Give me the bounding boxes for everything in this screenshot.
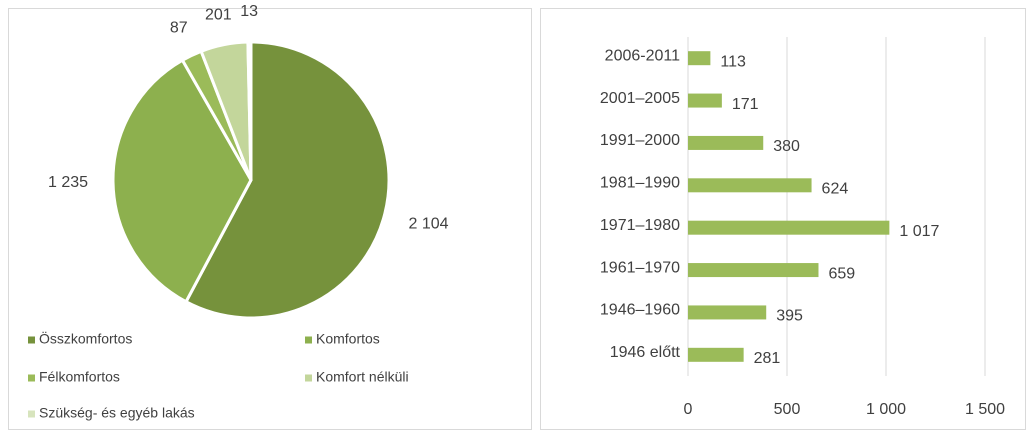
data-label: 624 [822,181,849,198]
data-label: 171 [732,96,759,113]
y-tick-label: 1991–2000 [600,132,680,149]
bar [688,93,722,108]
x-tick-label: 1 500 [965,401,1005,418]
data-label: 113 [720,53,746,70]
x-tick-label: 500 [774,401,801,418]
y-tick-label: 2001–2005 [600,90,680,107]
data-label: 87 [170,20,188,37]
bar [688,178,812,193]
legend-label: Összkomfortos [39,330,132,347]
y-tick-label: 1971–1980 [600,217,680,234]
left-panel [8,8,532,430]
bar [688,305,767,320]
data-label: 201 [205,6,232,23]
y-tick-label: 1961–1970 [600,259,680,276]
data-label: 1 235 [48,174,88,191]
y-tick-label: 1946 előtt [610,344,681,361]
data-label: 1 017 [899,223,939,240]
legend-marker [28,336,35,344]
y-tick-label: 1981–1990 [600,175,680,192]
legend-label: Félkomfortos [39,369,120,385]
legend-label: Szükség- és egyéb lakás [39,405,195,421]
x-tick-label: 1 000 [866,401,906,418]
legend-marker [305,336,312,344]
legend-label: Komfort nélküli [316,369,409,385]
bar [688,347,744,362]
legend-marker [305,374,312,382]
bar [688,135,764,150]
y-tick-label: 2006-2011 [605,47,680,64]
x-tick-label: 0 [684,401,693,418]
data-label: 2 104 [409,216,449,233]
right-panel [540,8,1026,430]
pie-slice [183,40,391,320]
legend-marker [28,374,35,382]
data-label: 13 [240,3,258,20]
data-label: 395 [776,308,803,325]
legend-marker [28,410,35,418]
bar [688,263,819,278]
bar [688,51,711,66]
pie-slice [246,40,253,181]
data-label: 380 [773,138,800,155]
data-label: 281 [754,350,781,367]
data-label: 659 [828,265,855,282]
legend-label: Komfortos [316,331,380,347]
y-tick-label: 1946–1960 [600,302,680,319]
bar [688,220,890,235]
